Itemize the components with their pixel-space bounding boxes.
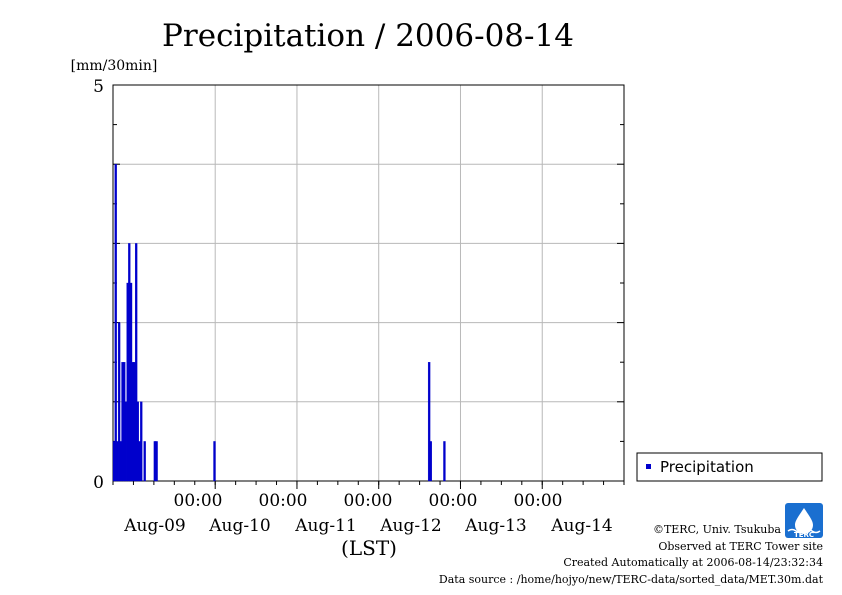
precipitation-bar: [443, 441, 446, 482]
precipitation-bar: [155, 441, 158, 482]
x-time-tick-label: 00:00: [344, 491, 393, 511]
y-axis-label: [mm/30min]: [71, 58, 158, 74]
precipitation-bar: [213, 441, 216, 482]
water-drop-icon: [795, 508, 813, 534]
chart-title: Precipitation / 2006-08-14: [162, 18, 574, 54]
x-time-tick-label: 00:00: [259, 491, 308, 511]
legend-label: Precipitation: [660, 458, 754, 476]
x-date-label: Aug-13: [464, 516, 526, 536]
x-time-tick-label: 00:00: [514, 491, 563, 511]
y-tick-label-min: 0: [93, 473, 104, 493]
precipitation-bar: [134, 243, 138, 482]
logo-text: TERC: [794, 531, 814, 539]
precipitation-bars: [112, 164, 446, 482]
x-date-label: Aug-14: [550, 516, 612, 536]
precipitation-bar: [114, 164, 117, 482]
x-time-tick-label: 00:00: [174, 491, 223, 511]
data-source-text: Data source : /home/hojyo/new/TERC-data/…: [439, 573, 824, 586]
axis-ticks: [112, 84, 625, 489]
precipitation-bar: [140, 401, 143, 482]
x-axis-label: (LST): [341, 536, 397, 560]
x-date-label: Aug-09: [123, 516, 185, 536]
y-tick-label-max: 5: [93, 77, 104, 97]
precipitation-bar: [429, 441, 432, 482]
legend-swatch: [646, 464, 651, 469]
precipitation-bar: [143, 441, 146, 482]
x-date-label: Aug-10: [208, 516, 270, 536]
terc-logo: TERC: [785, 503, 823, 539]
observation-site-text: Observed at TERC Tower site: [658, 540, 823, 553]
wave-icon: [787, 528, 821, 534]
plot-frame: [112, 84, 625, 482]
copyright-text: ©TERC, Univ. Tsukuba: [653, 523, 781, 536]
x-date-label: Aug-11: [294, 516, 356, 536]
precipitation-bar: [117, 322, 121, 482]
grid: [113, 85, 624, 481]
precipitation-bar: [427, 362, 431, 482]
legend-box: [636, 452, 823, 482]
x-time-tick-label: 00:00: [429, 491, 478, 511]
created-timestamp-text: Created Automatically at 2006-08-14/23:3…: [563, 556, 823, 569]
x-date-label: Aug-12: [379, 516, 441, 536]
legend: Precipitation: [636, 452, 823, 482]
